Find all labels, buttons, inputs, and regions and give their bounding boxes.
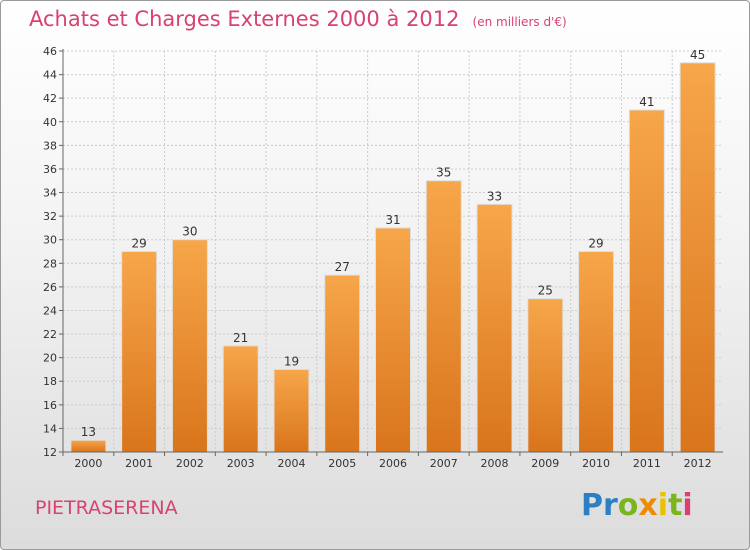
y-tick-label: 14 bbox=[43, 422, 57, 435]
chart-title: Achats et Charges Externes 2000 à 2012 (… bbox=[29, 7, 567, 31]
y-tick-label: 38 bbox=[43, 139, 57, 152]
chart-title-main: Achats et Charges Externes 2000 à 2012 bbox=[29, 7, 460, 31]
y-tick-label: 12 bbox=[43, 446, 57, 459]
x-tick-label: 2004 bbox=[277, 457, 305, 470]
x-tick-label: 2012 bbox=[684, 457, 712, 470]
y-tick-label: 28 bbox=[43, 257, 57, 270]
bar-value-label: 29 bbox=[132, 237, 147, 251]
x-tick-label: 2011 bbox=[633, 457, 661, 470]
logo-letter: t bbox=[668, 488, 683, 523]
bar-value-label: 13 bbox=[81, 425, 96, 439]
x-tick-label: 2002 bbox=[176, 457, 204, 470]
y-tick-label: 22 bbox=[43, 328, 57, 341]
bar-value-label: 41 bbox=[639, 95, 654, 109]
y-tick-label: 40 bbox=[43, 116, 57, 129]
bar-value-label: 33 bbox=[487, 189, 502, 203]
logo-letter: i bbox=[657, 488, 669, 523]
x-tick-label: 2008 bbox=[481, 457, 509, 470]
bar bbox=[527, 298, 564, 453]
bar bbox=[324, 274, 361, 453]
y-tick-label: 34 bbox=[43, 187, 57, 200]
y-tick-label: 20 bbox=[43, 352, 57, 365]
logo-letter: i bbox=[682, 488, 693, 523]
bar bbox=[578, 251, 615, 453]
bar bbox=[375, 227, 411, 453]
x-tick-label: 2009 bbox=[531, 457, 559, 470]
x-tick-label: 2000 bbox=[74, 457, 102, 470]
bar bbox=[121, 251, 158, 453]
bar-value-label: 29 bbox=[588, 237, 603, 251]
bar-layer: 13 29 30 21 19 27 31 35 33 25 29 41 45 bbox=[70, 48, 716, 453]
bar-value-label: 19 bbox=[284, 354, 299, 368]
bar-value-label: 35 bbox=[436, 166, 451, 180]
x-tick-label: 2007 bbox=[430, 457, 458, 470]
proxiti-logo: Proxiti bbox=[581, 488, 693, 523]
y-tick-label: 18 bbox=[43, 375, 57, 388]
x-tick-label: 2010 bbox=[582, 457, 610, 470]
bar bbox=[628, 109, 665, 453]
y-tick-label: 46 bbox=[43, 45, 57, 58]
bar-value-label: 25 bbox=[538, 284, 553, 298]
y-tick-label: 16 bbox=[43, 399, 57, 412]
x-tick-label: 2001 bbox=[125, 457, 153, 470]
bar-value-label: 27 bbox=[335, 260, 350, 274]
x-tick-label: 2006 bbox=[379, 457, 407, 470]
bar bbox=[476, 203, 513, 453]
axis-layer: 12 14 16 18 20 22 24 26 28 30 32 34 36 38 40 42 44 46 2000… bbox=[43, 45, 723, 470]
y-tick-label: 36 bbox=[43, 163, 57, 176]
bar-value-label: 45 bbox=[690, 48, 705, 62]
bar bbox=[679, 62, 716, 453]
logo-letter: x bbox=[638, 488, 658, 523]
logo-letter: r bbox=[603, 488, 618, 523]
bar-value-label: 30 bbox=[182, 225, 197, 239]
commune-name: PIETRASERENA bbox=[35, 497, 178, 519]
bar-value-label: 31 bbox=[385, 213, 400, 227]
y-tick-label: 30 bbox=[43, 234, 57, 247]
y-tick-label: 26 bbox=[43, 281, 57, 294]
x-tick-label: 2003 bbox=[227, 457, 255, 470]
bar-value-label: 21 bbox=[233, 331, 248, 345]
y-tick-label: 24 bbox=[43, 304, 57, 317]
x-tick-label: 2005 bbox=[328, 457, 356, 470]
y-tick-label: 32 bbox=[43, 210, 57, 223]
y-tick-label: 42 bbox=[43, 92, 57, 105]
bar bbox=[425, 180, 462, 453]
bar bbox=[273, 368, 310, 453]
y-tick-label: 44 bbox=[43, 69, 57, 82]
chart-title-unit: (en milliers d'€) bbox=[472, 15, 567, 29]
bar bbox=[70, 439, 107, 453]
bar bbox=[171, 239, 208, 453]
logo-letter: o bbox=[617, 488, 639, 523]
logo-letter: P bbox=[581, 488, 603, 523]
bar bbox=[222, 345, 259, 453]
